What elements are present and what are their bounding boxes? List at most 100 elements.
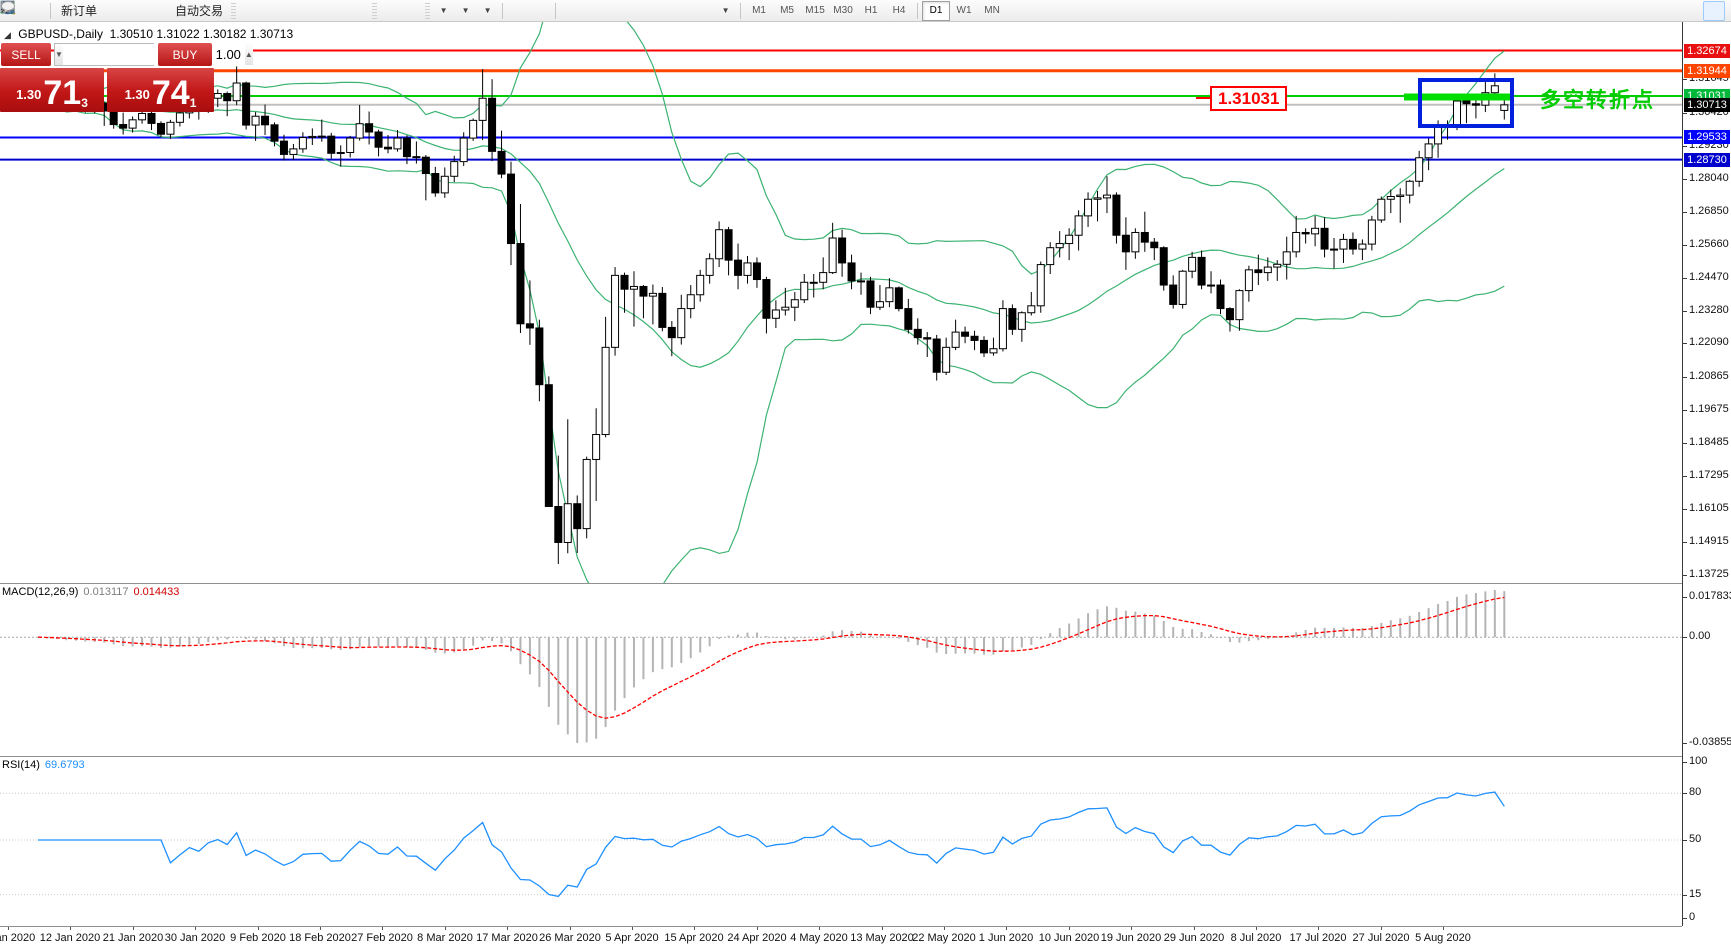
price-tick-mark — [1683, 410, 1687, 411]
price-tick-mark — [1683, 377, 1687, 378]
candles-group[interactable] — [34, 66, 1509, 565]
rsi-value: 69.6793 — [44, 759, 85, 771]
bollinger-line[interactable] — [37, 22, 1505, 275]
data-window-icon[interactable] — [0, 1, 46, 21]
timeframe-w1[interactable]: W1 — [956, 5, 972, 16]
fibonacci-tool-icon[interactable]: F — [1, 1, 670, 21]
turning-point-annotation[interactable]: 多空转折点 — [1540, 88, 1655, 112]
timeframe-d1[interactable]: D1 — [922, 0, 951, 21]
rsi-tick-mark — [1683, 918, 1687, 919]
zoom-out-icon[interactable] — [1, 1, 348, 21]
tile-windows-icon[interactable] — [0, 1, 370, 21]
templates-button[interactable]: ▼ — [0, 1, 498, 21]
date-axis[interactable]: 3 Jan 2020 12 Jan 2020 21 Jan 2020 30 Ja… — [0, 927, 1682, 948]
price-tick-label: 1.25660 — [1689, 238, 1729, 250]
date-tick-mark — [1194, 927, 1195, 930]
price-tick-label: 1.17295 — [1689, 469, 1729, 481]
rsi-tick-mark — [1683, 895, 1687, 896]
timeframe-h4[interactable]: H4 — [892, 5, 906, 16]
macd-signal-value: 0.014433 — [133, 586, 180, 598]
chat-icon[interactable] — [1, 0, 1725, 21]
date-tick-mark — [944, 927, 945, 930]
macd-canvas[interactable] — [0, 584, 1682, 756]
rsi-pane[interactable] — [0, 757, 1682, 927]
rsi-tick-label: 50 — [1689, 833, 1702, 845]
date-tick-mark — [70, 927, 71, 930]
bar-chart-type-icon[interactable] — [1, 1, 260, 21]
sell-button[interactable]: SELL — [1, 43, 51, 66]
price-flag-1-31031[interactable]: 1.31031 — [1210, 86, 1288, 111]
chart-window-icon[interactable] — [0, 1, 147, 21]
price-tick-mark — [1683, 343, 1687, 344]
price-tick-mark — [1683, 476, 1687, 477]
macd-tick-mark — [1683, 597, 1687, 598]
date-tick-label: 18 Feb 2020 — [289, 932, 351, 944]
new-order-button[interactable]: 新订单 — [0, 0, 103, 21]
bollinger-line[interactable] — [37, 87, 1505, 583]
price-tick-mark — [1683, 311, 1687, 312]
buy-button[interactable]: BUY — [158, 43, 212, 66]
line-chart-type-icon[interactable] — [1, 1, 304, 21]
arrows-tool-button[interactable]: ▼ — [1, 1, 736, 21]
volume-increase-button[interactable]: ▲ — [244, 44, 253, 65]
macd-signal-line[interactable] — [37, 596, 1505, 719]
channel-tool-icon[interactable]: E — [0, 1, 648, 21]
timeframe-mn[interactable]: MN — [984, 5, 1000, 16]
chart-shift-icon[interactable] — [1, 1, 423, 21]
chart-ohlc-values: 1.30510 1.31022 1.30182 1.30713 — [109, 27, 294, 41]
volume-input[interactable] — [62, 44, 245, 65]
price-tick-label: 1.22090 — [1689, 336, 1729, 348]
macd-histogram[interactable] — [38, 590, 1506, 743]
toolbar-separator — [502, 2, 504, 19]
trendline-tool-icon[interactable] — [1, 1, 626, 21]
rsi-tick-label: 80 — [1689, 786, 1702, 798]
chevron-down-icon: ▼ — [439, 6, 448, 15]
date-tick-mark — [382, 927, 383, 930]
date-tick-label: 8 Jul 2020 — [1230, 932, 1282, 944]
signals-icon[interactable] — [1, 1, 169, 21]
sell-price-tile[interactable]: 1.30 71 3 — [0, 68, 104, 112]
price-tick-mark — [1683, 179, 1687, 180]
collapse-ohlc-icon[interactable]: ◢ — [4, 30, 11, 40]
vertical-line-tool-icon[interactable] — [5, 1, 582, 21]
chart-ohlc-header: ◢ GBPUSD-,Daily 1.30510 1.31022 1.30182 … — [4, 27, 293, 41]
text-tool-icon[interactable]: A — [2, 1, 692, 21]
price-tick-label: 1.20865 — [1689, 370, 1729, 382]
main-chart-pane[interactable] — [0, 22, 1682, 584]
rsi-canvas[interactable] — [0, 757, 1682, 926]
consolidation-box[interactable] — [1418, 78, 1514, 128]
price-tick-mark — [1683, 575, 1687, 576]
toolbar-grip — [372, 2, 378, 19]
bollinger-line[interactable] — [37, 87, 1505, 368]
rsi-line[interactable] — [38, 791, 1505, 898]
candlestick-type-icon[interactable] — [1, 1, 282, 21]
buy-price-tile[interactable]: 1.30 74 1 — [107, 68, 214, 112]
date-tick-mark — [1256, 927, 1257, 930]
timeframe-h1[interactable]: H1 — [864, 5, 878, 16]
price-scale[interactable]: 1.31645 1.30420 1.29230 1.28040 1.26850 1.256… — [1682, 22, 1731, 926]
timeframe-m1[interactable]: M1 — [752, 5, 766, 16]
add-indicator-button[interactable]: ▼ — [0, 1, 454, 21]
timeframe-m30[interactable]: M30 — [833, 5, 853, 16]
volume-decrease-button[interactable]: ▼ — [55, 44, 63, 65]
search-icon[interactable] — [1, 0, 1703, 21]
zoom-in-icon[interactable] — [1, 1, 326, 21]
price-tick-mark — [1683, 509, 1687, 510]
indicator-list-icon[interactable] — [1, 1, 125, 21]
label-tool-icon[interactable]: T — [1, 1, 714, 21]
timeframe-m5[interactable]: M5 — [780, 5, 794, 16]
cursor-icon[interactable] — [3, 1, 529, 21]
periods-button[interactable]: ▼ — [0, 0, 476, 21]
macd-pane[interactable] — [0, 584, 1682, 757]
autotrading-button[interactable]: 自动交易 — [1, 1, 229, 21]
timeframe-m15[interactable]: M15 — [805, 5, 825, 16]
crosshair-icon[interactable] — [1, 1, 551, 21]
main-chart-canvas[interactable] — [0, 22, 1682, 583]
price-tick-mark — [1683, 113, 1687, 114]
price-tick-mark — [1683, 542, 1687, 543]
chevron-down-icon: ▼ — [461, 6, 470, 15]
horizontal-line-tool-icon[interactable] — [1, 1, 604, 21]
date-tick-label: 27 Jul 2020 — [1352, 932, 1410, 944]
date-tick-label: 13 May 2020 — [850, 932, 914, 944]
auto-scroll-icon[interactable] — [1, 1, 401, 21]
